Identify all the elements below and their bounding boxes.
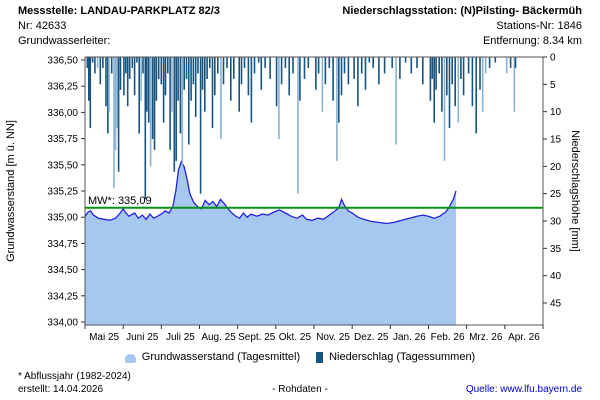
svg-text:Aug. 25: Aug. 25	[201, 332, 236, 343]
created-date: erstellt: 14.04.2026	[18, 384, 104, 395]
svg-text:334,25: 334,25	[47, 291, 78, 302]
raw-data-note: - Rohdaten -	[272, 384, 328, 395]
measuring-station-title: Messstelle: LANDAU-PARKPLATZ 82/3	[18, 5, 220, 17]
x-axis: Mai 25 Juni 25 Juli 25 Aug. 25 Sept. 25 Okt. …	[84, 325, 544, 343]
runoff-year-footnote: * Abflussjahr (1982-2024)	[18, 371, 131, 382]
svg-text:Juni 25: Juni 25	[126, 332, 159, 343]
svg-text:336,25: 336,25	[47, 82, 78, 93]
svg-text:335,00: 335,00	[47, 213, 78, 224]
svg-text:334,75: 334,75	[47, 239, 78, 250]
left-axis: 336,50 336,25 336,00 335,75 335,50 335,25 335,…	[47, 56, 85, 329]
precipitation-legend-label: Niederschlag (Tagessummen)	[329, 351, 476, 363]
source-link[interactable]: Quelle: www.lfu.bayern.de	[465, 384, 582, 395]
svg-text:Dez. 25: Dez. 25	[354, 332, 389, 343]
svg-text:20: 20	[550, 162, 562, 173]
svg-text:35: 35	[550, 244, 562, 255]
svg-text:40: 40	[550, 271, 562, 282]
footer-row: erstellt: 14.04.2026 Quelle: www.lfu.bay…	[18, 384, 582, 395]
precipitation-legend-swatch	[316, 351, 324, 363]
svg-text:334,00: 334,00	[47, 318, 78, 329]
svg-text:336,00: 336,00	[47, 108, 78, 119]
svg-text:15: 15	[550, 135, 562, 146]
svg-text:45: 45	[550, 299, 562, 310]
chart-legend: Grundwasserstand (Tagesmittel) Niedersch…	[0, 351, 600, 363]
svg-text:Okt. 25: Okt. 25	[279, 332, 312, 343]
svg-text:336,50: 336,50	[47, 56, 78, 67]
groundwater-legend-label: Grundwasserstand (Tagesmittel)	[141, 351, 301, 363]
right-axis-title: Niederschlagshöhe [mm]	[569, 130, 581, 252]
mean-water-label: MW*: 335,09	[88, 195, 152, 207]
header-row-1: Messstelle: LANDAU-PARKPLATZ 82/3 Nieder…	[18, 5, 582, 18]
svg-text:335,25: 335,25	[47, 187, 78, 198]
svg-text:0: 0	[550, 53, 556, 64]
groundwater-line	[84, 160, 457, 225]
precip-station-title: Niederschlagsstation: (N)Pilsting- Bäcke…	[342, 5, 582, 17]
header-row-3: Grundwasserleiter: Entfernung: 8.34 km	[18, 35, 582, 48]
svg-text:25: 25	[550, 189, 562, 200]
precip-station-number: Stations-Nr: 1846	[496, 20, 582, 32]
precipitation-bars	[86, 57, 517, 200]
station-number: Nr: 42633	[18, 20, 67, 32]
header-row-2: Nr: 42633 Stations-Nr: 1846	[18, 20, 582, 33]
svg-text:Nov. 25: Nov. 25	[316, 332, 350, 343]
svg-text:30: 30	[550, 217, 562, 228]
svg-text:334,50: 334,50	[47, 265, 78, 276]
svg-text:Sept. 25: Sept. 25	[238, 332, 276, 343]
left-axis-title: Grundwasserstand [m ü. NN]	[5, 120, 17, 262]
right-axis: 0 5 10 15 20 25 30 35 40 45	[543, 53, 562, 310]
svg-text:Mai 25: Mai 25	[89, 332, 119, 343]
svg-text:Apr. 26: Apr. 26	[508, 332, 540, 343]
svg-text:335,75: 335,75	[47, 134, 78, 145]
groundwater-legend-swatch	[124, 353, 136, 363]
svg-text:335,50: 335,50	[47, 160, 78, 171]
svg-text:10: 10	[550, 107, 562, 118]
svg-text:Jan. 26: Jan. 26	[393, 332, 426, 343]
distance-label: Entfernung: 8.34 km	[482, 35, 582, 47]
aquifer-label: Grundwasserleiter:	[18, 35, 111, 47]
svg-text:Feb. 26: Feb. 26	[431, 332, 465, 343]
svg-text:5: 5	[550, 80, 556, 91]
svg-text:Juli 25: Juli 25	[166, 332, 195, 343]
svg-text:Mrz. 26: Mrz. 26	[469, 332, 503, 343]
groundwater-area	[85, 161, 456, 325]
